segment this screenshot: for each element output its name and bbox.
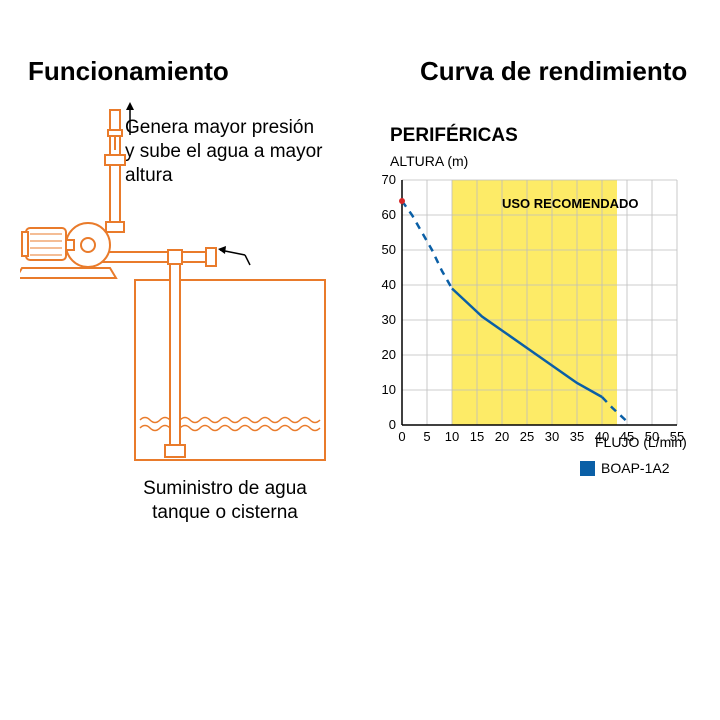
svg-text:USO RECOMENDADO: USO RECOMENDADO — [502, 196, 639, 211]
svg-text:0: 0 — [398, 429, 405, 444]
svg-text:10: 10 — [445, 429, 459, 444]
svg-text:40: 40 — [382, 277, 396, 292]
svg-text:0: 0 — [389, 417, 396, 432]
svg-text:5: 5 — [423, 429, 430, 444]
chart-ylabel: ALTURA (m) — [390, 153, 468, 169]
performance-chart: USO RECOMENDADO 0 10 20 30 40 50 60 70 0 5 10 15 20 25… — [370, 170, 710, 460]
title-performance: Curva de rendimiento — [420, 56, 687, 87]
legend-swatch — [580, 461, 595, 476]
svg-text:15: 15 — [470, 429, 484, 444]
pump-diagram — [20, 100, 340, 480]
svg-text:35: 35 — [570, 429, 584, 444]
svg-text:60: 60 — [382, 207, 396, 222]
svg-text:20: 20 — [495, 429, 509, 444]
caption-bottom: Suministro de agua tanque o cisterna — [120, 477, 330, 525]
svg-text:70: 70 — [382, 172, 396, 187]
svg-text:10: 10 — [382, 382, 396, 397]
legend: BOAP-1A2 — [580, 460, 669, 476]
svg-text:30: 30 — [545, 429, 559, 444]
svg-text:25: 25 — [520, 429, 534, 444]
legend-label: BOAP-1A2 — [601, 460, 669, 476]
chart-subtitle: PERIFÉRICAS — [390, 125, 518, 147]
svg-text:30: 30 — [382, 312, 396, 327]
svg-text:50: 50 — [382, 242, 396, 257]
chart-xlabel: FLUJO (L/min) — [595, 434, 687, 450]
svg-text:20: 20 — [382, 347, 396, 362]
title-functioning: Funcionamiento — [28, 56, 229, 87]
